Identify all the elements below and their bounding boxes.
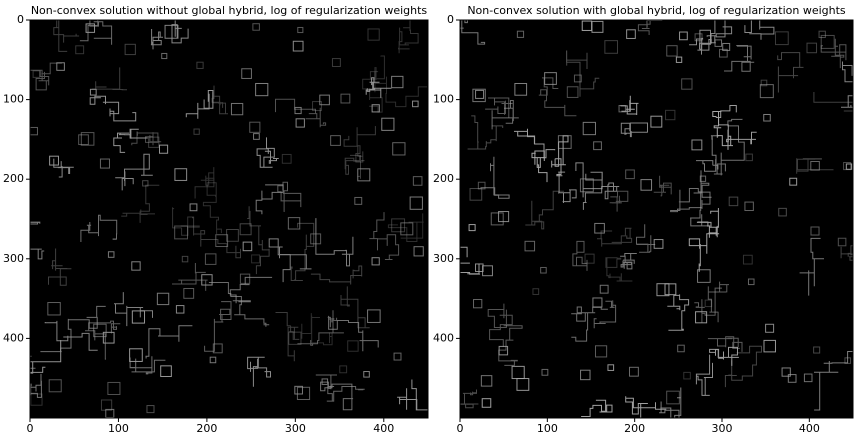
y-tick-label: 100	[433, 93, 454, 106]
x-tick-label: 300	[712, 422, 733, 434]
image-background	[460, 20, 853, 418]
y-tick-label: 200	[3, 172, 24, 185]
y-tick-label: 300	[433, 252, 454, 265]
axes-title: Non-convex solution with global hybrid, …	[467, 4, 846, 17]
y-tick-label: 300	[3, 252, 24, 265]
y-tick-label: 0	[447, 13, 454, 26]
x-tick-label: 100	[537, 422, 558, 434]
x-tick-label: 200	[196, 422, 217, 434]
x-tick-label: 400	[799, 422, 820, 434]
figure: Non-convex solution without global hybri…	[0, 0, 855, 434]
x-tick-label: 400	[373, 422, 394, 434]
y-tick-label: 400	[3, 331, 24, 344]
x-tick-label: 0	[27, 422, 34, 434]
y-tick-label: 100	[3, 93, 24, 106]
x-tick-label: 200	[624, 422, 645, 434]
x-tick-label: 0	[457, 422, 464, 434]
x-tick-label: 100	[108, 422, 129, 434]
y-tick-label: 0	[17, 13, 24, 26]
y-tick-label: 200	[433, 172, 454, 185]
x-tick-label: 300	[285, 422, 306, 434]
axes-title: Non-convex solution without global hybri…	[31, 4, 428, 17]
y-tick-label: 400	[433, 331, 454, 344]
